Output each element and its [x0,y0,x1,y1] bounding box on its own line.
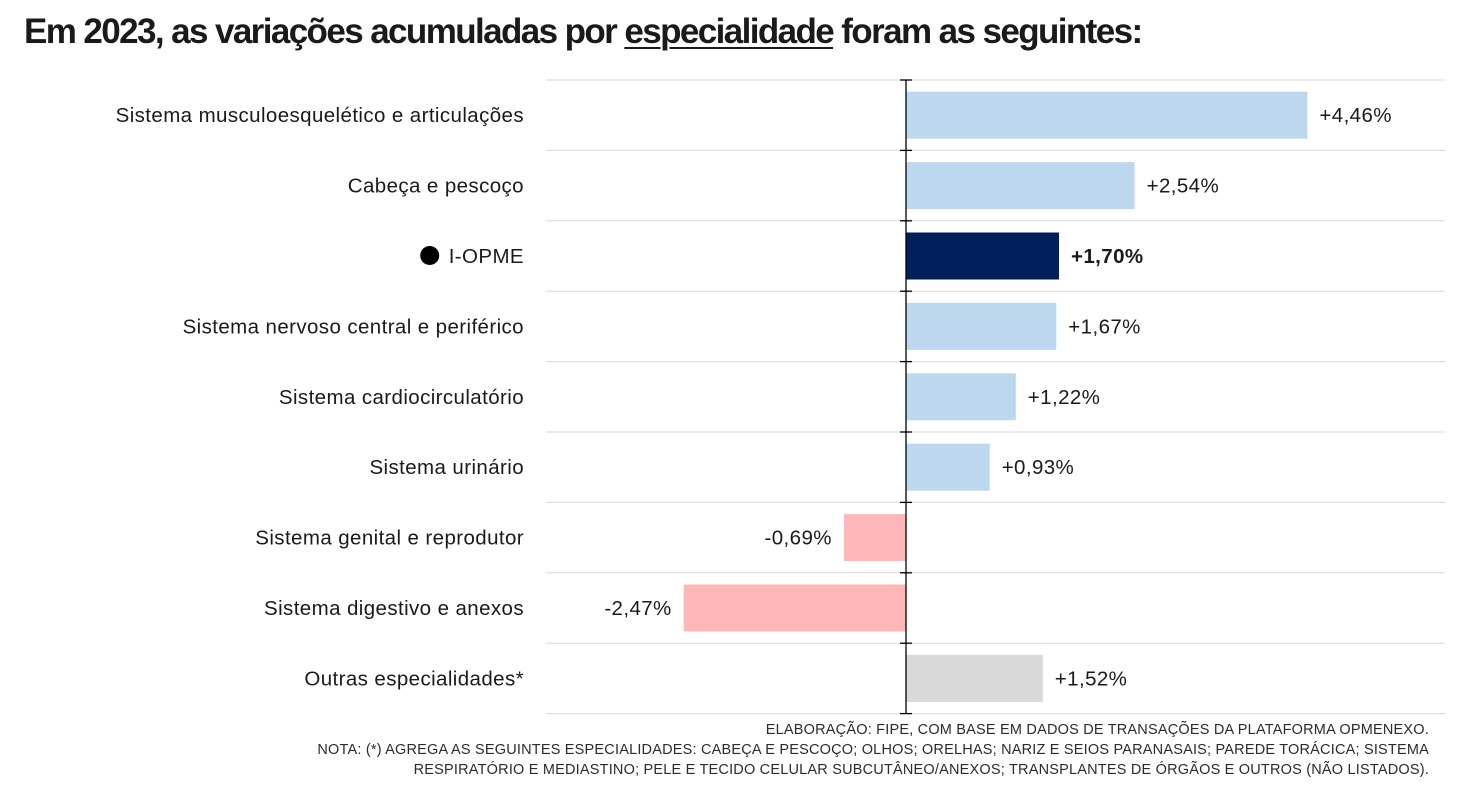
bar [906,232,1059,280]
value-label: +0,93% [1002,456,1074,479]
value-label: -2,47% [604,597,671,620]
note-line-1: NOTA: (*) AGREGA AS SEGUINTES ESPECIALID… [317,742,1429,758]
bar [906,654,1043,702]
value-label: -0,69% [765,527,832,550]
bar [683,584,906,632]
bar [906,302,1057,350]
highlight-dot-icon [420,246,440,265]
category-label: Sistema genital e reprodutor [255,527,524,550]
bar [906,373,1016,421]
note-line-2: RESPIRATÓRIO E MEDIASTINO; PELE E TECIDO… [413,762,1429,778]
chart-title: Em 2023, as variações acumuladas por esp… [24,12,1143,52]
bar [906,91,1308,139]
title-emphasis: especialidade [624,12,834,51]
value-label: +1,22% [1028,386,1101,409]
bar [906,162,1135,210]
category-label: Sistema urinário [369,456,524,479]
value-label: +1,70% [1071,245,1144,268]
source-note: ELABORAÇÃO: FIPE, COM BASE EM DADOS DE T… [765,722,1429,738]
title-prefix: Em 2023, as variações acumuladas por [24,12,625,51]
category-label: I-OPME [449,245,524,268]
category-label: Cabeça e pescoço [348,175,524,198]
value-label: +2,54% [1147,175,1220,198]
category-label: Sistema musculoesquelético e articulaçõe… [116,104,524,127]
category-label: Sistema digestivo e anexos [264,597,524,620]
category-label: Outras especialidades* [304,667,524,690]
value-label: +4,46% [1319,104,1392,127]
title-suffix: foram as seguintes: [833,12,1143,51]
category-label: Sistema cardiocirculatório [279,386,524,409]
value-label: +1,52% [1055,667,1128,690]
category-label: Sistema nervoso central e periférico [183,315,524,338]
bar [843,514,906,562]
bar-chart: Sistema musculoesquelético e articulaçõe… [116,79,1445,715]
footnotes: ELABORAÇÃO: FIPE, COM BASE EM DADOS DE T… [129,720,1429,780]
value-label: +1,67% [1068,315,1141,338]
bar [906,443,990,491]
